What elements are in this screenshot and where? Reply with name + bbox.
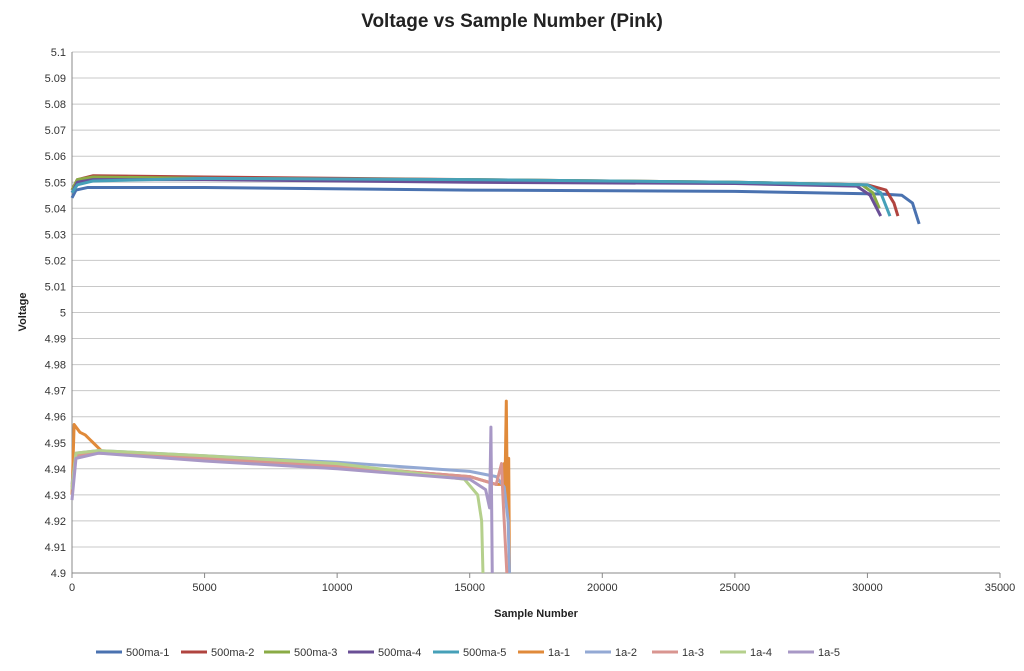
y-tick-label: 5.04	[45, 203, 66, 215]
legend-label: 500ma-2	[211, 647, 254, 659]
y-tick-label: 5.08	[45, 99, 66, 111]
y-tick-label: 5.01	[45, 281, 66, 293]
y-tick-label: 5.03	[45, 229, 66, 241]
y-tick-label: 5.09	[45, 73, 66, 85]
y-tick-label: 4.94	[45, 464, 66, 476]
y-axis-label: Voltage	[17, 293, 29, 332]
legend-label: 1a-2	[615, 647, 637, 659]
series-line-1a-5	[70, 425, 494, 574]
y-tick-label: 5.06	[45, 151, 66, 163]
legend-label: 500ma-3	[294, 647, 337, 659]
y-tick-label: 5.07	[45, 125, 66, 137]
y-tick-label: 4.91	[45, 542, 66, 554]
x-tick-label: 20000	[587, 582, 618, 594]
x-tick-label: 30000	[852, 582, 883, 594]
y-tick-label: 4.9	[51, 568, 66, 580]
y-tick-label: 4.92	[45, 516, 66, 528]
y-tick-label: 5.05	[45, 177, 66, 189]
x-tick-label: 10000	[322, 582, 353, 594]
y-tick-label: 4.96	[45, 412, 66, 424]
y-tick-label: 5.1	[51, 47, 66, 59]
series-line-1a-4	[70, 449, 485, 574]
y-tick-label: 4.98	[45, 360, 66, 372]
x-axis-label: Sample Number	[494, 608, 578, 620]
legend-label: 1a-3	[682, 647, 704, 659]
series-line-500ma-1	[70, 185, 921, 225]
x-tick-label: 15000	[454, 582, 485, 594]
y-tick-label: 4.95	[45, 438, 66, 450]
y-tick-label: 5	[60, 308, 66, 320]
legend-label: 1a-1	[548, 647, 570, 659]
x-tick-label: 35000	[985, 582, 1016, 594]
y-tick-label: 5.02	[45, 255, 66, 267]
series-line-500ma-4	[70, 178, 883, 217]
legend-label: 500ma-4	[378, 647, 421, 659]
series-line-1a-3	[70, 451, 509, 574]
legend-label: 1a-5	[818, 647, 840, 659]
series-line-500ma-5	[70, 176, 892, 217]
x-tick-label: 0	[69, 582, 75, 594]
legend-label: 500ma-5	[463, 647, 506, 659]
y-tick-label: 4.97	[45, 386, 66, 398]
chart-title: Voltage vs Sample Number (Pink)	[361, 11, 663, 32]
x-tick-label: 5000	[192, 582, 216, 594]
legend-label: 500ma-1	[126, 647, 169, 659]
x-tick-label: 25000	[720, 582, 751, 594]
legend-label: 1a-4	[750, 647, 772, 659]
y-tick-label: 4.93	[45, 490, 66, 502]
y-tick-label: 4.99	[45, 334, 66, 346]
